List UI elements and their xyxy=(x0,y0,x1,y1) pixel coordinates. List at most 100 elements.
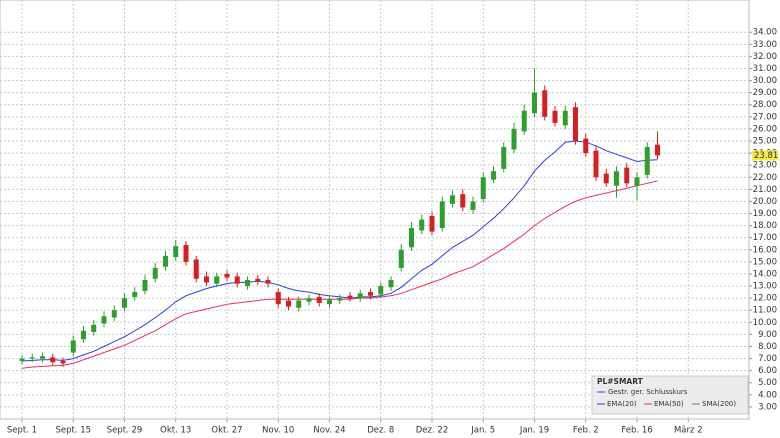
candle-body xyxy=(40,356,45,359)
candle-body xyxy=(286,300,291,307)
candle-body xyxy=(439,201,445,229)
y-tick-label: 21.00 xyxy=(753,185,777,195)
candle-body xyxy=(50,357,56,363)
y-tick-label: 14.00 xyxy=(753,269,777,279)
y-tick-label: 12.00 xyxy=(753,294,777,304)
y-tick-label: 16.00 xyxy=(753,245,777,255)
candle-body xyxy=(368,292,373,296)
candle-body xyxy=(624,167,630,184)
candle-body xyxy=(183,244,189,262)
candle-body xyxy=(214,276,220,284)
candle-body xyxy=(398,249,404,268)
candle-body xyxy=(91,324,97,332)
candle-body xyxy=(480,177,486,200)
candle-body xyxy=(132,292,138,297)
y-tick-label: 6.00 xyxy=(758,366,777,376)
candle-body xyxy=(593,150,599,178)
candle-body xyxy=(491,171,496,180)
candle-body xyxy=(234,276,240,284)
candle-body xyxy=(501,147,507,169)
candle-body xyxy=(204,276,209,283)
candle-body xyxy=(562,110,568,126)
candle-body xyxy=(296,300,302,308)
candle-body xyxy=(173,246,179,258)
candle-body xyxy=(142,280,148,291)
x-tick-label: Okt. 27 xyxy=(211,426,242,436)
last-price-box xyxy=(752,150,778,161)
candle-body xyxy=(511,128,517,150)
x-tick-label: Jan. 5 xyxy=(470,426,495,436)
legend: PL#SMART Gestr. ger. Schlusskurs EMA(20)… xyxy=(591,375,749,415)
y-tick-label: 3.00 xyxy=(758,402,777,412)
legend-box xyxy=(591,375,749,415)
candle-body xyxy=(122,298,127,308)
y-tick-label: 13.00 xyxy=(753,282,777,292)
x-tick-label: Jan. 19 xyxy=(519,426,549,436)
candle-body xyxy=(337,298,343,301)
candle-body xyxy=(552,110,558,123)
candle-body xyxy=(450,195,455,204)
y-tick-label: 25.00 xyxy=(753,137,777,147)
candle-body xyxy=(152,267,158,279)
y-tick-label: 15.00 xyxy=(753,257,777,267)
x-tick-label: Sept. 29 xyxy=(107,426,143,436)
y-tick-label: 28.00 xyxy=(753,100,777,110)
x-tick-label: Sept. 15 xyxy=(55,426,91,436)
y-tick-label: 20.00 xyxy=(753,197,777,207)
y-tick-label: 31.00 xyxy=(753,64,777,74)
candle-body xyxy=(245,280,250,287)
candle-body xyxy=(60,360,66,364)
legend-label: SMA(200) xyxy=(702,400,736,408)
candle-body xyxy=(644,147,650,175)
y-tick-label: 30.00 xyxy=(753,76,777,86)
candle-body xyxy=(409,228,414,248)
candle-body xyxy=(275,292,281,305)
candle-body xyxy=(614,171,619,186)
y-tick-label: 19.00 xyxy=(753,209,777,219)
candle-body xyxy=(521,110,527,132)
candle-body xyxy=(603,173,609,184)
y-tick-label: 26.00 xyxy=(753,124,777,134)
x-tick-label: Sept. 1 xyxy=(7,426,37,436)
y-tick-label: 5.00 xyxy=(758,378,777,388)
legend-label: EMA(20) xyxy=(607,400,637,408)
y-tick-label: 9.00 xyxy=(758,330,777,340)
y-tick-label: 18.00 xyxy=(753,221,777,231)
x-tick-label: Okt. 13 xyxy=(160,426,191,436)
candle-body xyxy=(81,330,86,340)
candle-body xyxy=(583,138,589,154)
candle-body xyxy=(532,92,537,114)
y-tick-label: 10.00 xyxy=(753,318,777,328)
legend-label: EMA(50) xyxy=(654,400,684,408)
candle-body xyxy=(101,316,107,324)
candle-body xyxy=(634,177,640,186)
y-tick-label: 32.00 xyxy=(753,52,777,62)
candle-body xyxy=(19,358,25,361)
y-tick-label: 34.00 xyxy=(753,28,777,38)
x-tick-label: März 2 xyxy=(674,426,703,436)
candle-body xyxy=(265,280,271,284)
candle-body xyxy=(70,340,76,353)
candle-body xyxy=(224,273,230,278)
candle-body xyxy=(327,299,332,305)
y-tick-label: 4.00 xyxy=(758,390,777,400)
candle-body xyxy=(573,107,578,141)
candle-body xyxy=(357,293,363,299)
x-tick-label: Feb. 16 xyxy=(621,426,652,436)
x-tick-label: Dez. 22 xyxy=(416,426,448,436)
candle-body xyxy=(470,201,476,210)
y-tick-label: 22.00 xyxy=(753,173,777,183)
candle-body xyxy=(347,295,353,299)
candle-body xyxy=(655,144,660,156)
y-tick-label: 27.00 xyxy=(753,112,777,122)
x-tick-label: Dez. 8 xyxy=(367,426,394,436)
candle-body xyxy=(193,259,199,279)
candle-body xyxy=(542,90,548,117)
candle-body xyxy=(111,310,117,318)
candle-body xyxy=(29,357,35,359)
y-tick-label: 29.00 xyxy=(753,88,777,98)
y-tick-label: 7.00 xyxy=(758,354,777,364)
candle-body xyxy=(316,296,322,303)
